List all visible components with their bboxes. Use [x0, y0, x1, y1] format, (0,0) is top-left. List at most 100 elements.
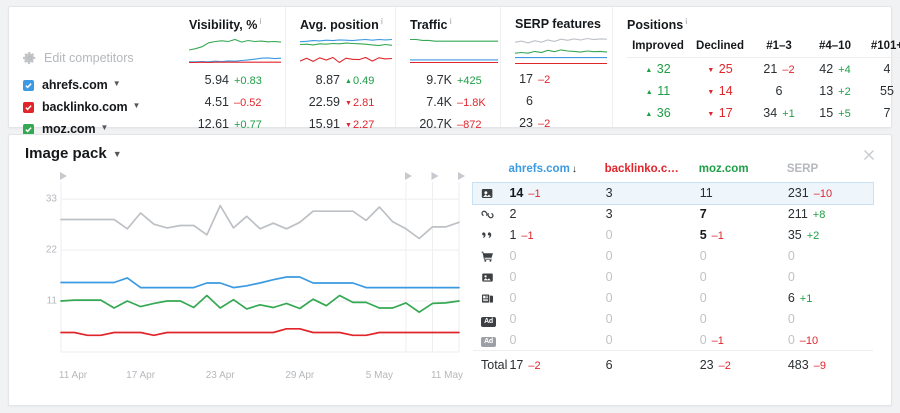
table-row[interactable]: Ad 0 0 0 –1 0 –10	[473, 330, 873, 351]
features-table-footer: Total 17 –2 6 23 –2 483 –9	[473, 350, 873, 377]
feature-value-cell: 0	[699, 288, 787, 309]
metric-title-label: Traffic	[410, 18, 448, 33]
competitor-checkbox[interactable]	[23, 123, 34, 135]
y-tick-label: 11	[46, 295, 57, 307]
serp-feature-value: 17	[519, 72, 533, 86]
triangle-up-icon: ▲	[645, 66, 653, 74]
competitor-checkbox[interactable]	[23, 101, 34, 113]
features-column-header-backlinkoc[interactable]: backlinko.c…	[605, 163, 699, 183]
table-row[interactable]: 0 0 0 0	[473, 246, 873, 267]
feature-value-cell: 5 –1	[699, 225, 787, 246]
competitor-row-moz-com[interactable]: moz.com ▼	[23, 119, 175, 139]
rank-1-3-value: 21	[763, 61, 778, 76]
feature-value: 0	[699, 312, 707, 326]
sort-descending-icon[interactable]: ↓	[571, 164, 577, 175]
metric-value: 12.61	[197, 117, 229, 132]
table-row[interactable]: 1 –1 0 5 –1 35 +2	[473, 225, 873, 246]
metric-column-avg-position: Avg. position i 8.87 ▲0.49 22.59 ▼2.81 15.91 ▼2…	[285, 7, 395, 131]
feature-icon-cell	[473, 288, 508, 309]
feature-value-cell: 6 +1	[787, 288, 873, 309]
feature-value-cell: 0	[699, 267, 787, 288]
improved-cell: ▲ 11	[627, 80, 689, 102]
thumbnail-icon	[481, 270, 494, 284]
info-icon[interactable]: i	[685, 17, 688, 26]
competitor-row-backlinko-com[interactable]: backlinko.com ▼	[23, 97, 175, 117]
metric-column-traffic: Traffic i 9.7K +425 7.4K –1.8K 20.7K –872	[395, 7, 500, 131]
metric-row: 15.91 ▼2.27	[300, 114, 395, 134]
x-tick-label: 17 Apr	[126, 370, 156, 381]
competitor-row-ahrefs-com[interactable]: ahrefs.com ▼	[23, 75, 175, 95]
info-icon[interactable]: i	[449, 17, 452, 26]
table-row[interactable]: 0 0 0 0	[473, 267, 873, 288]
delta-value: +425	[457, 75, 482, 88]
feature-value-cell: 1 –1	[508, 225, 604, 246]
feature-value-cell: 14 –1	[508, 183, 604, 204]
positions-column-header: Improved	[627, 40, 689, 59]
serp-features-title: SERP features	[515, 17, 601, 31]
rank-101-plus-cell: 4	[883, 61, 891, 76]
info-icon[interactable]: i	[259, 17, 262, 26]
chart-x-axis: 11 Apr 17 Apr 23 Apr 29 Apr 5 May 11 May	[25, 370, 465, 388]
serp-features-table: ahrefs.com ↓ backlinko.c… moz.com SERP 14 –1 3…	[472, 163, 874, 377]
table-row[interactable]: 14 –1 3 11 231 –10	[472, 181, 874, 205]
feature-value: 1	[509, 228, 517, 242]
feature-value: 0	[509, 312, 517, 326]
table-row[interactable]: Ad 0 0 0 0	[473, 309, 873, 330]
feature-value-cell: 2	[508, 204, 604, 225]
metric-row: 12.61 +0.77	[189, 114, 285, 134]
rank-1-3-value: 6	[775, 83, 783, 98]
image-pack-icon	[481, 186, 494, 200]
serp-feature-row: 23 –2	[515, 113, 561, 133]
total-value: 17	[509, 358, 524, 373]
rank-4-10-cell: 13 +2	[807, 80, 863, 102]
feature-value-cell: 0	[787, 246, 873, 267]
chart-title[interactable]: Image pack ▼	[25, 145, 467, 162]
feature-value: 7	[699, 207, 707, 221]
features-column-header-mozcom[interactable]: moz.com	[699, 163, 787, 183]
feature-value-cell: 0	[508, 288, 604, 309]
info-icon[interactable]: i	[380, 17, 383, 26]
delta-value: +0.83	[234, 75, 262, 88]
rank-1-3-cell: 21 –2	[751, 58, 807, 80]
rank-4-10-value: 42	[819, 61, 834, 76]
feature-value: 0	[605, 228, 613, 242]
feature-value: 0	[509, 270, 517, 284]
feature-icon-cell: Ad	[473, 330, 508, 351]
chevron-down-icon[interactable]: ▼	[100, 123, 109, 132]
delta-value: +2	[838, 85, 851, 98]
rank-4-10-cell: 15 +5	[807, 102, 863, 124]
x-tick-label: 29 Apr	[285, 370, 315, 381]
rank-4-10-value: 13	[819, 83, 834, 98]
declined-value: ▼ 17	[707, 105, 733, 120]
feature-value: 0	[699, 332, 707, 347]
features-column-header-ahrefscom[interactable]: ahrefs.com ↓	[508, 163, 604, 183]
table-row[interactable]: 0 0 0 6 +1	[473, 288, 873, 309]
featured-snippet-icon	[481, 228, 494, 242]
delta-value: –9	[813, 360, 826, 373]
positions-column-header: #4–10	[807, 40, 863, 59]
metric-sparkline	[188, 38, 285, 66]
delta-value: –0.52	[234, 97, 262, 110]
rank-4-10-cell: 42 +4	[807, 58, 863, 80]
feature-value-cell: 0	[508, 330, 604, 351]
chevron-down-icon[interactable]: ▼	[132, 101, 141, 110]
metric-row: 7.4K –1.8K	[410, 92, 500, 112]
features-column-header-serp[interactable]: SERP	[787, 163, 873, 183]
feature-icon-cell: Ad	[473, 309, 508, 330]
table-row[interactable]: 2 3 7 211 +8	[473, 204, 873, 225]
metric-value: 15.91	[308, 117, 340, 132]
metric-title: Visibility, % i	[189, 17, 285, 32]
feature-value: 0	[699, 291, 707, 305]
close-icon[interactable]	[861, 147, 877, 163]
edit-competitors-button[interactable]: Edit competitors	[23, 43, 175, 73]
triangle-down-icon: ▼	[707, 66, 715, 74]
feature-value: 231	[787, 186, 809, 201]
improved-cell: ▲ 32	[627, 58, 689, 80]
triangle-up-icon: ▲	[645, 88, 653, 96]
chevron-down-icon[interactable]: ▼	[112, 79, 121, 88]
competitor-checkbox[interactable]	[23, 79, 34, 91]
serp-features-sparkline	[514, 37, 612, 65]
chevron-down-icon[interactable]: ▼	[112, 149, 122, 159]
metric-title: Traffic i	[410, 17, 500, 32]
total-value-cell: 23 –2	[698, 350, 787, 377]
